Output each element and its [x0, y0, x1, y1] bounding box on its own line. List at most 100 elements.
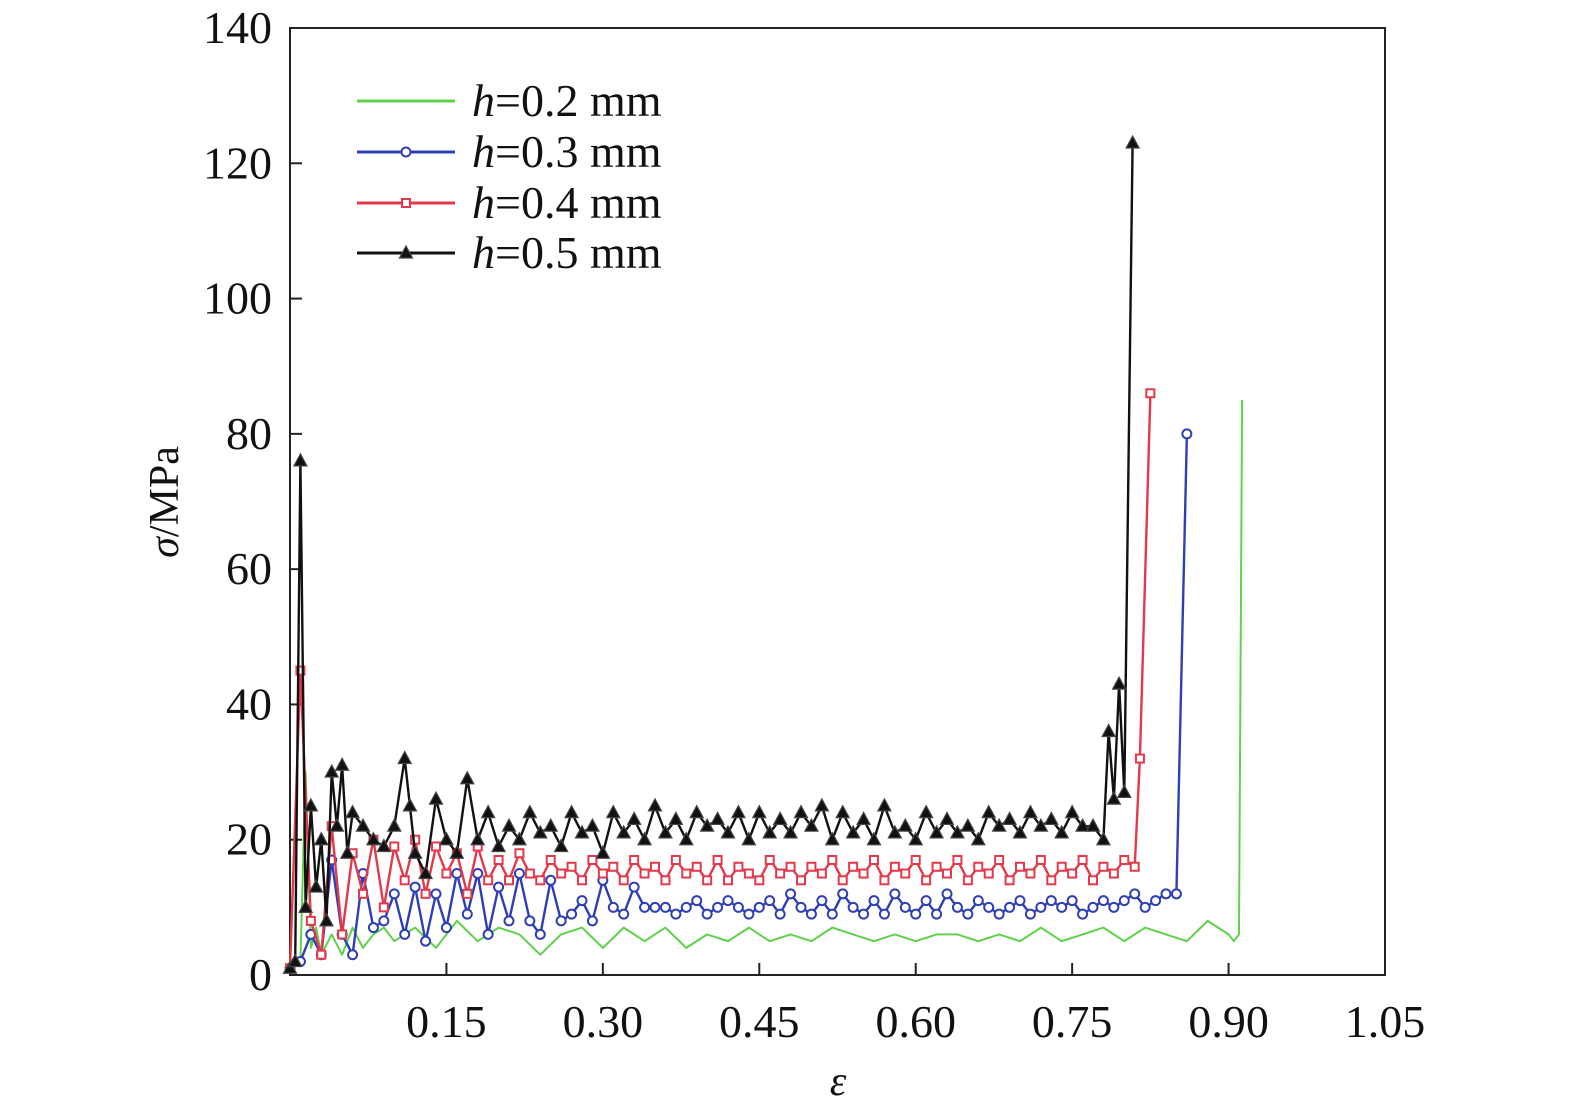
data-point — [438, 831, 454, 846]
data-point — [1014, 895, 1026, 907]
data-point — [1002, 811, 1018, 826]
x-axis-ticks: 0.15 0.30 0.45 0.60 0.75 0.90 1.05 — [406, 963, 1425, 1047]
x-tick-label: 0.75 — [1032, 996, 1113, 1047]
legend-swatch-marker — [401, 198, 411, 208]
data-point — [994, 855, 1005, 866]
data-point — [772, 811, 788, 826]
x-tick-label: 0.60 — [875, 996, 956, 1047]
data-point — [556, 868, 567, 879]
data-point — [584, 817, 600, 832]
data-point — [785, 888, 797, 900]
data-point — [783, 824, 799, 839]
data-point — [952, 855, 963, 866]
data-point — [826, 908, 838, 920]
data-point — [577, 875, 587, 886]
data-point — [858, 868, 869, 879]
data-point — [1043, 811, 1059, 826]
data-point — [347, 949, 359, 961]
y-tick-label: 120 — [203, 137, 272, 188]
data-point — [845, 824, 861, 839]
data-point — [308, 878, 324, 893]
data-point — [513, 868, 525, 880]
x-tick-label: 0.45 — [719, 996, 800, 1047]
data-point — [678, 831, 694, 846]
data-point — [702, 875, 713, 886]
data-point — [440, 922, 452, 934]
data-point — [462, 888, 473, 899]
data-point — [1098, 861, 1109, 872]
data-point — [1108, 901, 1120, 913]
legend-swatch-marker — [400, 146, 412, 158]
series-0 — [289, 399, 1244, 970]
data-point — [899, 901, 911, 913]
data-point — [1064, 804, 1080, 819]
data-point — [869, 855, 879, 866]
data-point — [1145, 388, 1156, 399]
data-point — [1116, 784, 1132, 798]
data-point — [483, 875, 494, 886]
legend-label: h=0.2 mm — [472, 75, 662, 126]
data-point — [887, 824, 903, 839]
data-point — [545, 874, 557, 886]
legend-label: h=0.3 mm — [472, 126, 662, 177]
data-point — [576, 895, 588, 907]
legend-label-var: h — [472, 75, 495, 126]
data-point — [491, 838, 507, 853]
data-point — [378, 915, 390, 927]
data-point — [1170, 888, 1182, 900]
legend: h=0.2 mmh=0.3 mmh=0.4 mmh=0.5 mm — [357, 75, 662, 278]
data-point — [1101, 723, 1117, 738]
data-point — [355, 817, 371, 832]
data-point — [668, 811, 684, 826]
data-point — [722, 895, 734, 907]
data-point — [1066, 895, 1078, 907]
legend-label: h=0.4 mm — [472, 177, 662, 228]
data-point — [534, 928, 546, 940]
data-point — [1035, 901, 1047, 913]
legend-label-value: =0.4 mm — [495, 177, 662, 228]
x-tick-label: 0.15 — [406, 996, 487, 1047]
data-point — [545, 855, 556, 866]
data-point — [973, 861, 984, 872]
data-point — [753, 901, 765, 913]
data-point — [386, 817, 402, 832]
x-tick-label: 0.30 — [563, 996, 644, 1047]
data-point — [1054, 824, 1070, 839]
data-point — [681, 868, 692, 879]
data-point — [680, 901, 692, 913]
legend-label: h=0.5 mm — [472, 227, 662, 278]
data-point — [399, 928, 411, 940]
data-point — [951, 901, 963, 913]
data-point — [459, 770, 475, 785]
data-point — [324, 763, 340, 778]
data-point — [647, 797, 663, 812]
data-point — [929, 824, 945, 839]
data-point — [827, 855, 838, 866]
y-axis-ticks: 0 20 40 60 80 100 120 140 — [203, 2, 302, 1000]
data-point — [480, 804, 496, 819]
data-point — [816, 895, 828, 907]
data-point — [367, 922, 379, 934]
data-point — [1129, 861, 1140, 872]
data-point — [1033, 817, 1049, 832]
data-point — [470, 831, 486, 846]
data-point — [889, 888, 901, 900]
data-point — [532, 824, 548, 839]
data-point — [1045, 895, 1057, 907]
data-point — [441, 868, 452, 879]
data-point — [504, 875, 514, 886]
legend-swatch-marker — [398, 244, 414, 259]
y-axis-label: σ/MPa — [142, 446, 188, 558]
data-point — [586, 915, 598, 927]
y-tick-label: 140 — [203, 2, 272, 53]
data-point — [659, 901, 671, 913]
legend-label-value: =0.3 mm — [495, 126, 662, 177]
data-point — [949, 824, 965, 839]
data-point — [931, 861, 942, 872]
data-point — [608, 861, 619, 872]
data-point — [918, 804, 934, 819]
data-point — [691, 861, 702, 872]
data-point — [866, 831, 882, 846]
data-point — [461, 908, 473, 920]
